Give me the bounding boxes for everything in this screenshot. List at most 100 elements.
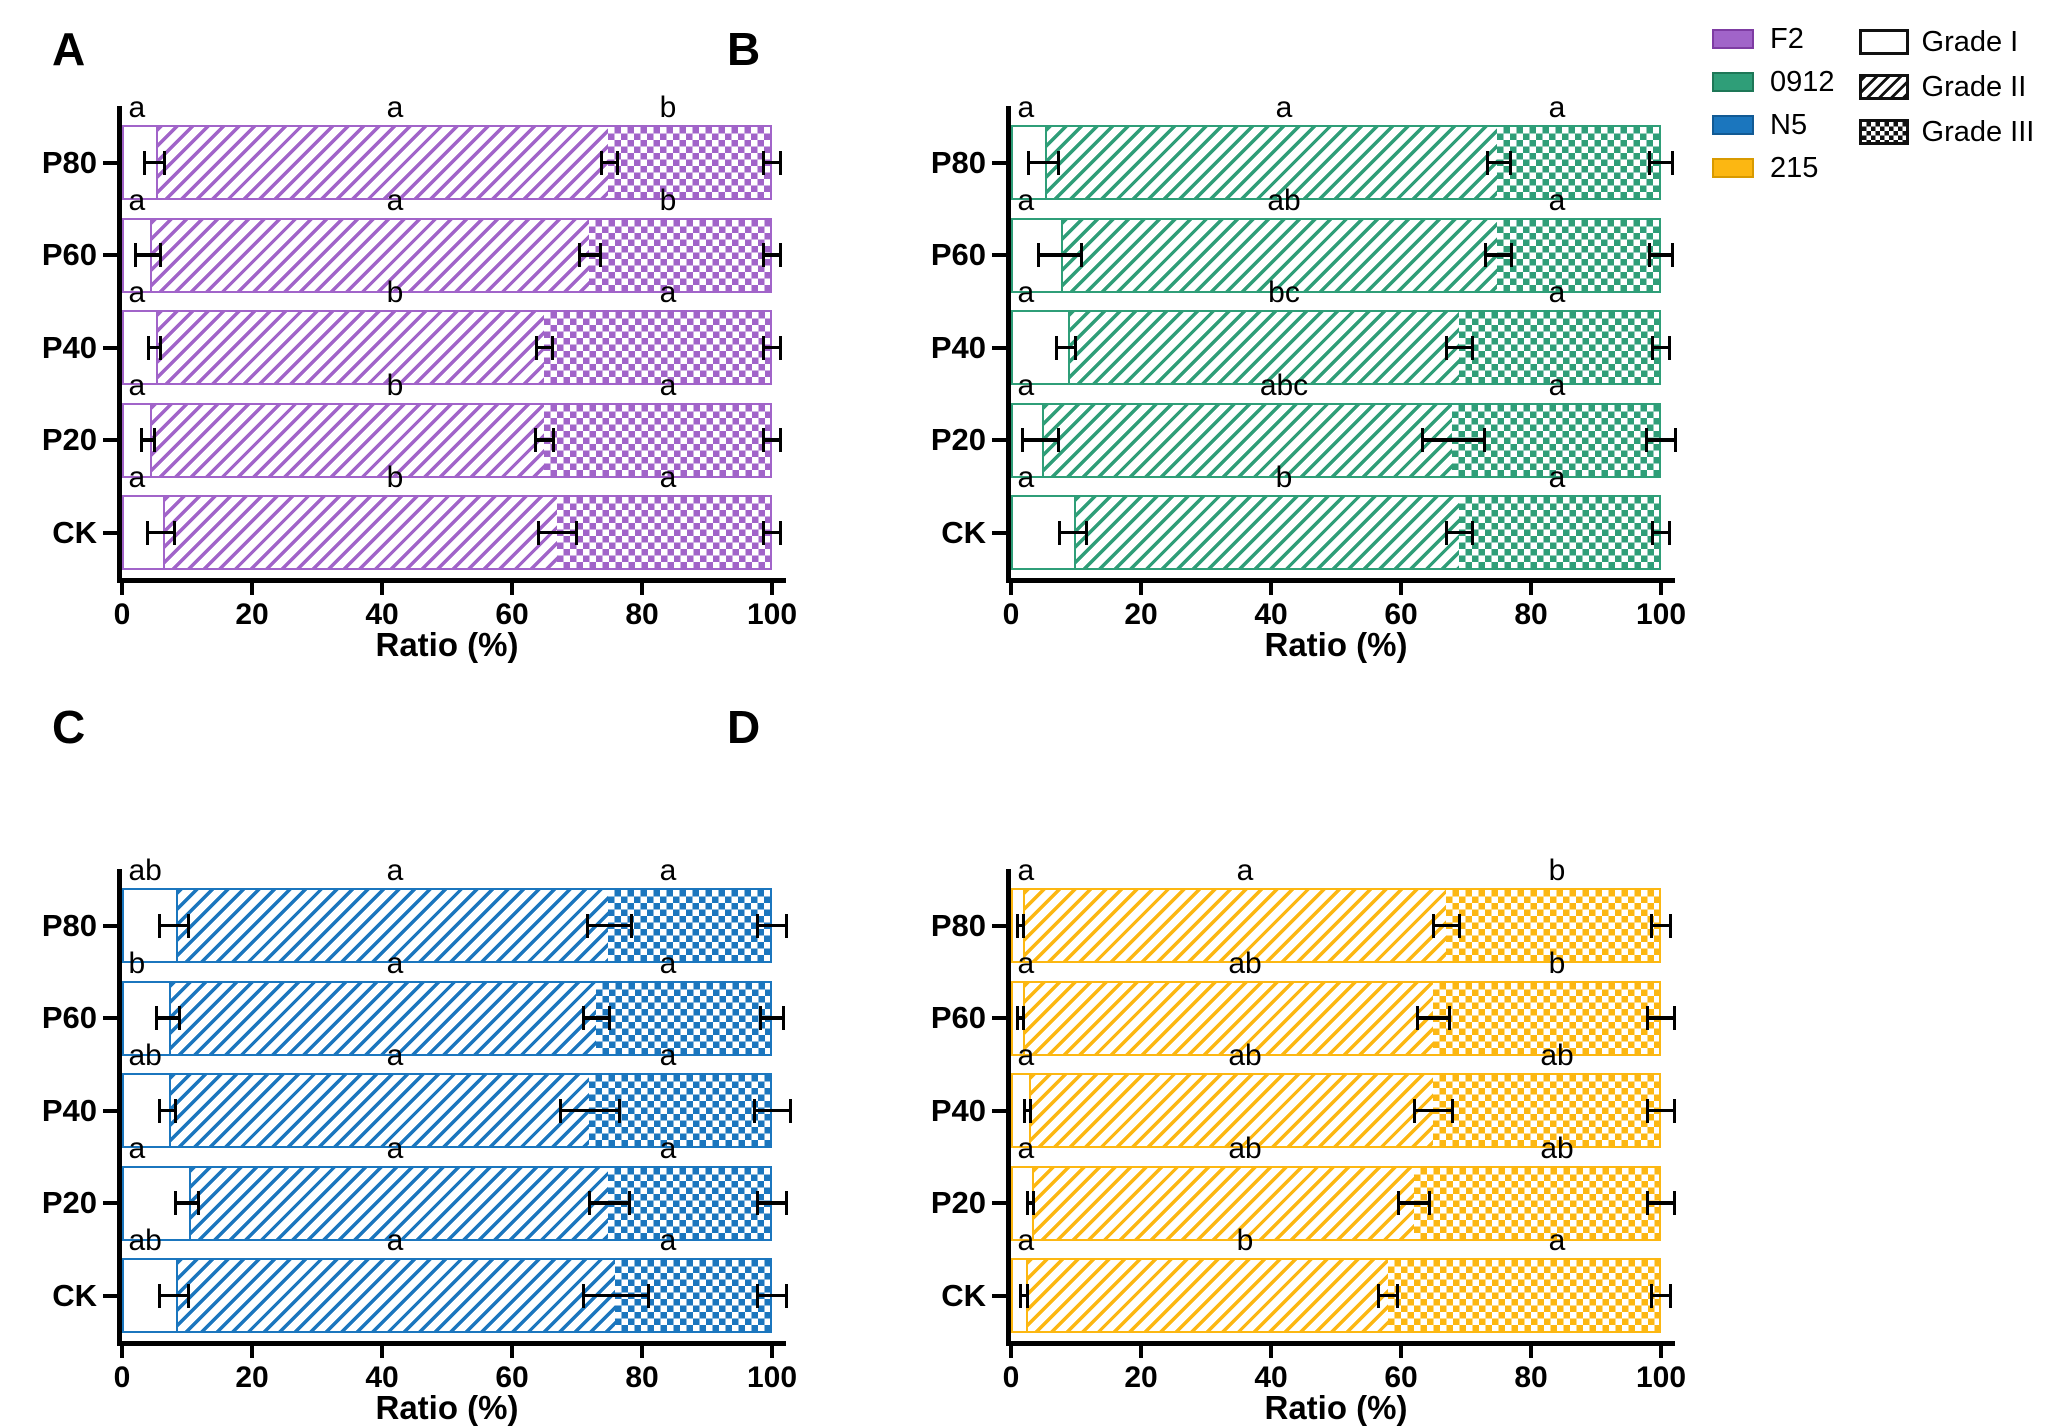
y-axis-line (117, 106, 122, 583)
error-bar-grade2 (1397, 1191, 1431, 1215)
sig-letter-grade1: a (128, 1131, 146, 1165)
y-tick (992, 1016, 1006, 1020)
category-label-p80: P80 (41, 144, 97, 180)
f2-color-swatch (1712, 29, 1754, 49)
segment-grade2 (169, 982, 596, 1054)
x-axis-line (1006, 578, 1675, 583)
x-tick-label: 60 (1384, 598, 1418, 631)
error-bar-grade1 (157, 1098, 178, 1123)
y-tick (992, 923, 1006, 928)
error-bar-grade1 (1019, 1283, 1029, 1308)
segment-grade2 (1025, 1260, 1388, 1331)
panel-letter-c: C (52, 701, 87, 753)
sig-letter-grade3: b (659, 91, 677, 124)
category-label-p20: P20 (930, 1185, 986, 1220)
x-axis-title: Ratio (%) (1264, 1389, 1408, 1426)
sig-letter-grade1: ab (128, 1224, 162, 1257)
x-tick (380, 1345, 384, 1358)
error-bar-grade1 (1016, 1006, 1026, 1030)
x-tick (250, 582, 254, 595)
error-bar-grade1 (154, 1006, 181, 1030)
segment-grade2 (1029, 1075, 1433, 1146)
y-tick (103, 253, 117, 257)
legend-label: Grade II (1921, 70, 2027, 103)
bar-A-p80 (122, 125, 772, 200)
n5-color-swatch (1712, 115, 1754, 135)
error-bar-grade2 (1420, 428, 1486, 452)
x-tick (1009, 582, 1013, 595)
y-tick (992, 1201, 1006, 1205)
panel-letter-d: D (727, 701, 762, 753)
sig-letter-grade2: ab (1267, 183, 1301, 217)
y-tick (992, 253, 1006, 257)
y-tick (992, 345, 1006, 350)
legend-item-grade2: Grade II (1858, 70, 2035, 103)
segment-grade2 (1032, 1167, 1414, 1239)
error-bar-grade1 (1057, 520, 1088, 545)
x-axis-title: Ratio (%) (375, 1389, 519, 1426)
error-bar-grade2 (536, 520, 579, 545)
segment-grade3 (608, 1167, 770, 1239)
segment-grade3 (595, 982, 770, 1054)
segment-grade3 (1387, 1260, 1659, 1331)
error-bar-grade1 (1027, 150, 1060, 175)
segment-grade3 (1497, 127, 1659, 198)
x-tick-label: 20 (235, 1361, 269, 1394)
error-bar-grade3 (762, 243, 782, 267)
legend-grades-column: Grade I Grade II Grade III (1858, 27, 2035, 200)
bar-C-p20 (122, 1165, 772, 1241)
segment-grade1 (1013, 1167, 1033, 1239)
sig-letter-grade2: b (386, 461, 404, 494)
y-tick (992, 1108, 1006, 1113)
segment-grade3 (543, 312, 770, 383)
sig-letter-grade1: a (1017, 1039, 1035, 1072)
error-bar-grade2 (1431, 913, 1462, 938)
error-bar-grade1 (1055, 335, 1078, 360)
sig-letter-grade1: a (1017, 461, 1035, 494)
category-label-p20: P20 (41, 1185, 97, 1220)
error-bar-grade2 (534, 428, 555, 452)
bar-B-ck (1011, 495, 1661, 570)
segment-grade2 (175, 1260, 615, 1331)
category-label-ck: CK (941, 1277, 986, 1313)
error-bar-grade2 (582, 1283, 650, 1308)
bar-A-p60 (122, 217, 772, 293)
category-label-p40: P40 (930, 329, 986, 365)
sig-letter-grade3: a (1548, 91, 1566, 124)
215-color-swatch (1712, 158, 1754, 178)
y-tick (992, 438, 1006, 442)
y-tick (992, 160, 1006, 165)
y-tick (103, 345, 117, 350)
legend-item-grade1: Grade I (1858, 27, 2035, 56)
sig-letter-grade3: b (1548, 854, 1566, 887)
category-label-p80: P80 (930, 144, 986, 180)
sig-letter-grade2: ab (1228, 1131, 1262, 1165)
bar-B-p60 (1011, 217, 1661, 293)
x-tick (120, 1345, 124, 1358)
sig-letter-grade1: a (1017, 1224, 1035, 1257)
legend-label: Grade III (1921, 115, 2035, 148)
x-tick-label: 60 (495, 598, 529, 631)
sig-letter-grade3: a (659, 1131, 677, 1165)
sig-letter-grade1: a (1017, 854, 1035, 887)
category-label-ck: CK (941, 514, 986, 550)
y-tick (103, 530, 117, 535)
segment-grade3 (608, 127, 770, 198)
error-bar-grade2 (578, 243, 602, 267)
x-tick (640, 582, 644, 595)
category-label-p40: P40 (930, 1092, 986, 1128)
sig-letter-grade3: a (659, 854, 677, 887)
x-tick (1399, 582, 1403, 595)
sig-letter-grade1: a (1017, 946, 1035, 980)
error-bar-grade3 (1648, 150, 1674, 175)
x-tick-label: 40 (1254, 598, 1288, 631)
sig-letter-grade2: b (1275, 461, 1293, 494)
sig-letter-grade1: a (128, 368, 146, 402)
error-bar-grade2 (1415, 1006, 1452, 1030)
0912-color-swatch (1712, 72, 1754, 92)
x-tick-label: 40 (1254, 1361, 1288, 1394)
category-label-p40: P40 (41, 1092, 97, 1128)
x-tick-label: 100 (746, 598, 798, 631)
sig-letter-grade2: abc (1259, 368, 1309, 402)
error-bar-grade1 (140, 428, 156, 452)
